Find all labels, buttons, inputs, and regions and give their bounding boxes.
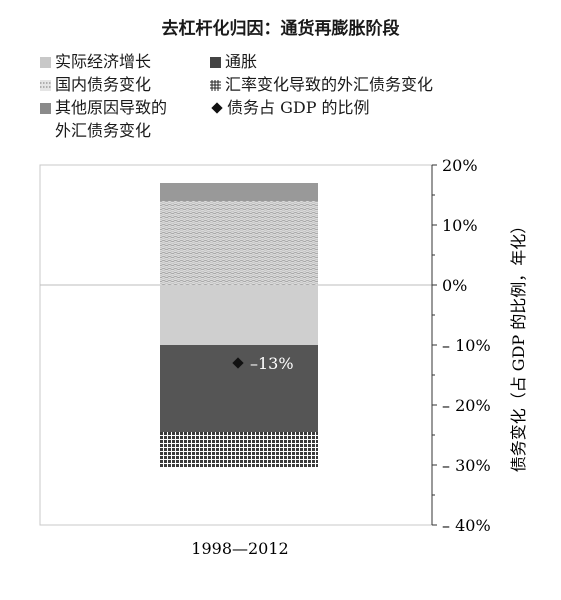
- legend-label: 通胀: [225, 52, 258, 71]
- bar-segment-3: [160, 432, 318, 468]
- y-tick-label: – 10%: [442, 336, 491, 355]
- legend-label: 实际经济增长: [55, 52, 152, 71]
- bar-segment-2: [160, 201, 318, 285]
- y-tick-label: 10%: [442, 216, 478, 235]
- marker-label: –13%: [250, 354, 294, 373]
- y-tick-label: 0%: [442, 276, 467, 295]
- legend-item-debt-to-gdp: 债务占 GDP 的比例: [210, 96, 370, 119]
- legend-swatch: [210, 80, 221, 91]
- legend-swatch: [40, 57, 51, 68]
- y-tick-label: – 40%: [442, 516, 491, 535]
- bar-segment-1: [160, 345, 318, 432]
- legend-item-inflation: 通胀: [210, 50, 257, 73]
- y-axis-title: 债务变化（占 GDP 的比例，年化）: [509, 218, 528, 473]
- marker-diamond: [232, 357, 244, 369]
- x-category-label: 1998—2012: [191, 539, 288, 558]
- legend-label: 国内债务变化: [55, 75, 152, 94]
- legend-item-fx-debt-exchange: 汇率变化导致的外汇债务变化: [210, 73, 433, 96]
- chart-title: 去杠杆化归因：通货再膨胀阶段: [161, 19, 400, 39]
- bar-segment-4: [160, 183, 318, 201]
- legend-swatch: [210, 57, 221, 68]
- legend-swatch: [40, 103, 51, 114]
- legend-label: 其他原因导致的 外汇债务变化: [55, 98, 168, 140]
- legend-swatch: [40, 80, 51, 91]
- legend-label: 债务占 GDP 的比例: [227, 98, 370, 117]
- bar-segment-0: [160, 285, 318, 345]
- plot-area: –13% 20% 10% 0% – 10% – 20% – 30% – 40% 债务变化（占 G…: [39, 156, 528, 558]
- legend-item-real-growth: 实际经济增长: [40, 50, 151, 73]
- y-tick-label: – 20%: [442, 396, 491, 415]
- y-tick-label: – 30%: [442, 456, 491, 475]
- y-tick-label: 20%: [442, 156, 478, 175]
- legend-label: 汇率变化导致的外汇债务变化: [225, 75, 434, 94]
- legend-item-fx-debt-other: 其他原因导致的 外汇债务变化: [40, 96, 167, 142]
- legend-item-domestic-debt: 国内债务变化: [40, 73, 151, 96]
